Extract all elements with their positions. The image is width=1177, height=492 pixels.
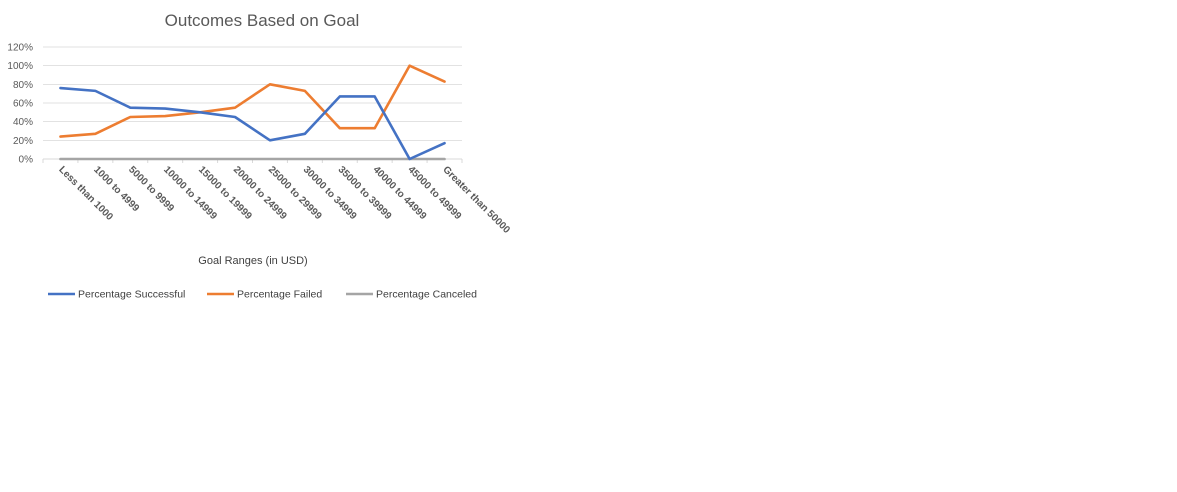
chart-title: Outcomes Based on Goal (165, 11, 360, 30)
legend-entry-percentage-failed: Percentage Failed (207, 289, 322, 301)
y-tick-label: 120% (7, 43, 33, 54)
y-tick-label: 80% (13, 80, 33, 91)
legend-label: Percentage Successful (78, 289, 185, 301)
legend-entry-percentage-canceled: Percentage Canceled (346, 289, 477, 301)
y-tick-label: 40% (13, 117, 33, 128)
series-lines (59, 64, 446, 161)
y-tick-label: 0% (19, 155, 34, 166)
y-tick-label: 60% (13, 99, 33, 110)
legend-entry-percentage-successful: Percentage Successful (48, 289, 185, 301)
x-axis-title: Goal Ranges (in USD) (198, 255, 307, 267)
legend: Percentage Successful Percentage Failed Pe… (48, 289, 477, 301)
legend-label: Percentage Failed (237, 289, 322, 301)
y-tick-label: 100% (7, 61, 33, 72)
series-line-percentage-failed (59, 64, 446, 138)
y-tick-label: 20% (13, 136, 33, 147)
series-line-percentage-successful (59, 86, 446, 161)
y-axis-ticks: 120% 100% 80% 60% 40% 20% 0% (7, 43, 33, 166)
legend-label: Percentage Canceled (376, 289, 477, 301)
x-tick-label: Greater than 50000 (440, 164, 512, 236)
